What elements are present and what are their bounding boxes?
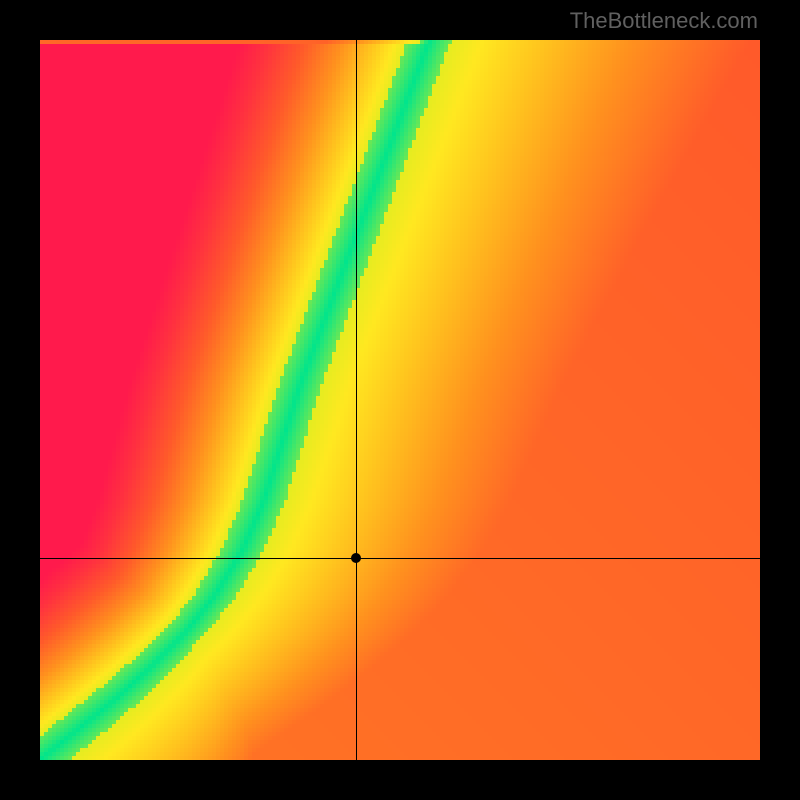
crosshair-horizontal	[40, 558, 760, 559]
watermark-text: TheBottleneck.com	[570, 8, 758, 34]
heatmap-plot	[40, 40, 760, 760]
crosshair-vertical	[356, 40, 357, 760]
chart-container: TheBottleneck.com	[0, 0, 800, 800]
heatmap-canvas	[40, 40, 760, 760]
crosshair-marker	[351, 553, 361, 563]
